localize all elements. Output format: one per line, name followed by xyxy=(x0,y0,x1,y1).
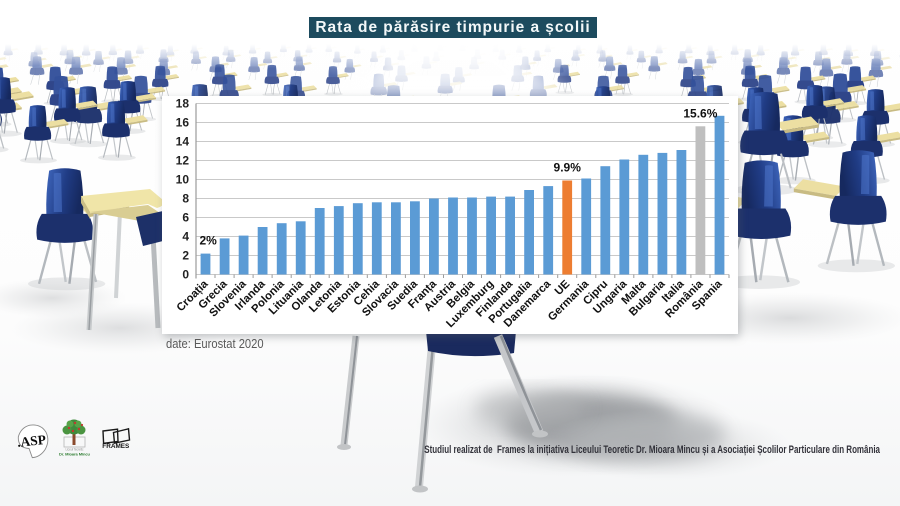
svg-text:Dr. Mioara Mincu: Dr. Mioara Mincu xyxy=(59,452,91,457)
svg-text:2: 2 xyxy=(182,249,189,263)
svg-text:10: 10 xyxy=(176,173,190,187)
svg-text:16: 16 xyxy=(176,116,190,130)
svg-text:.ASP: .ASP xyxy=(16,432,46,450)
svg-text:14: 14 xyxy=(176,135,190,149)
svg-text:18: 18 xyxy=(176,97,190,111)
svg-text:4: 4 xyxy=(182,230,189,244)
svg-text:9.9%: 9.9% xyxy=(554,161,582,175)
svg-text:Liceul Teoretic: Liceul Teoretic xyxy=(66,448,84,452)
svg-text:12: 12 xyxy=(176,154,190,168)
svg-text:2%: 2% xyxy=(200,234,218,248)
svg-text:8: 8 xyxy=(182,192,189,206)
svg-text:6: 6 xyxy=(182,211,189,225)
svg-text:15.6%: 15.6% xyxy=(683,106,717,120)
svg-text:FRAMES: FRAMES xyxy=(102,443,130,450)
svg-text:0: 0 xyxy=(182,268,189,282)
